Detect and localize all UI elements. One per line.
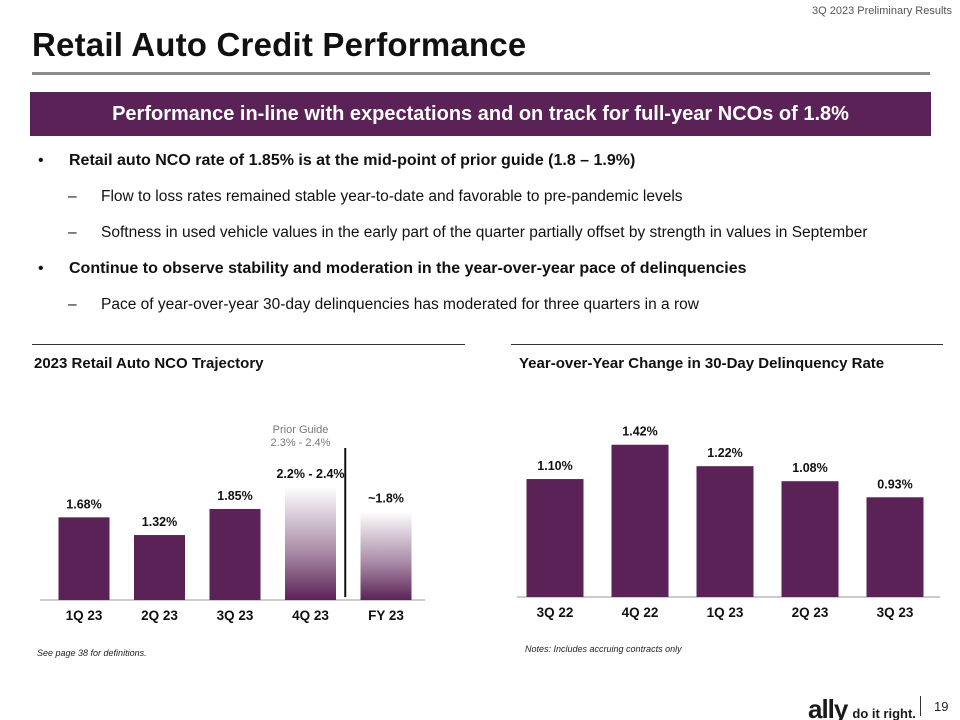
bullet-1: • Retail auto NCO rate of 1.85% is at th… [38,150,938,186]
chart-1-data-label-1: 1.42% [622,425,657,439]
bullet-list: • Retail auto NCO rate of 1.85% is at th… [38,150,938,330]
left-section-divider [32,344,465,345]
chart-0-data-label-2: 1.85% [217,489,252,503]
chart-0-data-label-4: ~1.8% [368,491,404,505]
chart-0-bar-4 [360,511,412,600]
sub-bullet-1-2: – Softness in used vehicle values in the… [38,222,938,258]
delinquency-chart-note: Notes: Includes accruing contracts only [525,644,682,654]
chart-0-bar-1 [134,535,185,600]
chart-1-bar-0 [526,479,584,597]
title-divider [32,72,930,75]
chart-1-tick-label-0: 3Q 22 [537,605,574,620]
chart-1-data-label-3: 1.08% [792,461,827,475]
chart-0-tick-label-1: 2Q 23 [141,608,178,623]
sub-bullet-dash: – [68,188,77,205]
prior-guide-annotation-line1: Prior Guide [273,424,329,436]
bullet-2-text: Continue to observe stability and modera… [69,260,747,277]
delinquency-chart-title: Year-over-Year Change in 30-Day Delinque… [519,355,885,372]
sub-bullet-1-1-text: Flow to loss rates remained stable year-… [101,188,683,205]
bullet-dot: • [38,260,44,277]
chart-0-bar-2 [209,508,261,600]
sub-bullet-2-1-text: Pace of year-over-year 30-day delinquenc… [101,296,699,313]
chart-0-tick-label-0: 1Q 23 [66,608,103,623]
chart-1-data-label-2: 1.22% [707,446,742,460]
chart-1-bar-4 [866,497,924,597]
logo-wordmark: ally [808,694,848,720]
bullet-1-text: Retail auto NCO rate of 1.85% is at the … [69,152,636,169]
chart-1-bar-3 [781,481,839,597]
chart-1-bar-1 [611,444,669,597]
sub-bullet-1-2-text: Softness in used vehicle values in the e… [101,224,868,241]
report-tag: 3Q 2023 Preliminary Results [811,5,952,17]
headline-banner: Performance in-line with expectations an… [30,92,931,136]
sub-bullet-dash: – [68,296,77,313]
page-number: 19 [934,699,949,714]
chart-0-bar-0 [58,517,110,600]
bullet-dot: • [38,152,44,169]
chart-1-data-label-4: 0.93% [877,477,912,491]
nco-chart-title: 2023 Retail Auto NCO Trajectory [34,355,264,372]
nco-chart-note: See page 38 for definitions. [37,648,147,658]
chart-0-data-label-3: 2.2% - 2.4% [276,467,344,481]
page-title: Retail Auto Credit Performance [32,26,527,63]
sub-bullet-dash: – [68,224,77,241]
chart-0-tick-label-2: 3Q 23 [217,608,254,623]
logo-separator [920,696,921,716]
chart-0-data-label-1: 1.32% [142,515,177,529]
chart-1-tick-label-4: 3Q 23 [877,605,914,620]
bullet-2: • Continue to observe stability and mode… [38,258,938,294]
logo-tagline: do it right. [852,706,916,720]
chart-1-tick-label-1: 4Q 22 [622,605,659,620]
sub-bullet-2-1: – Pace of year-over-year 30-day delinque… [38,294,938,330]
sub-bullet-1-1: – Flow to loss rates remained stable yea… [38,186,938,222]
chart-0-data-label-0: 1.68% [66,497,101,511]
chart-0-tick-label-3: 4Q 23 [292,608,329,623]
chart-0-bar-3 [285,486,336,600]
chart-1-tick-label-3: 2Q 23 [792,605,829,620]
chart-1-bar-2 [696,466,754,597]
chart-0-tick-label-4: FY 23 [368,608,404,623]
ally-logo: ally do it right. [808,694,916,720]
chart-1-tick-label-2: 1Q 23 [707,605,744,620]
prior-guide-annotation-line2: 2.3% - 2.4% [271,437,331,449]
chart-1-data-label-0: 1.10% [537,459,572,473]
right-section-divider [511,344,943,345]
